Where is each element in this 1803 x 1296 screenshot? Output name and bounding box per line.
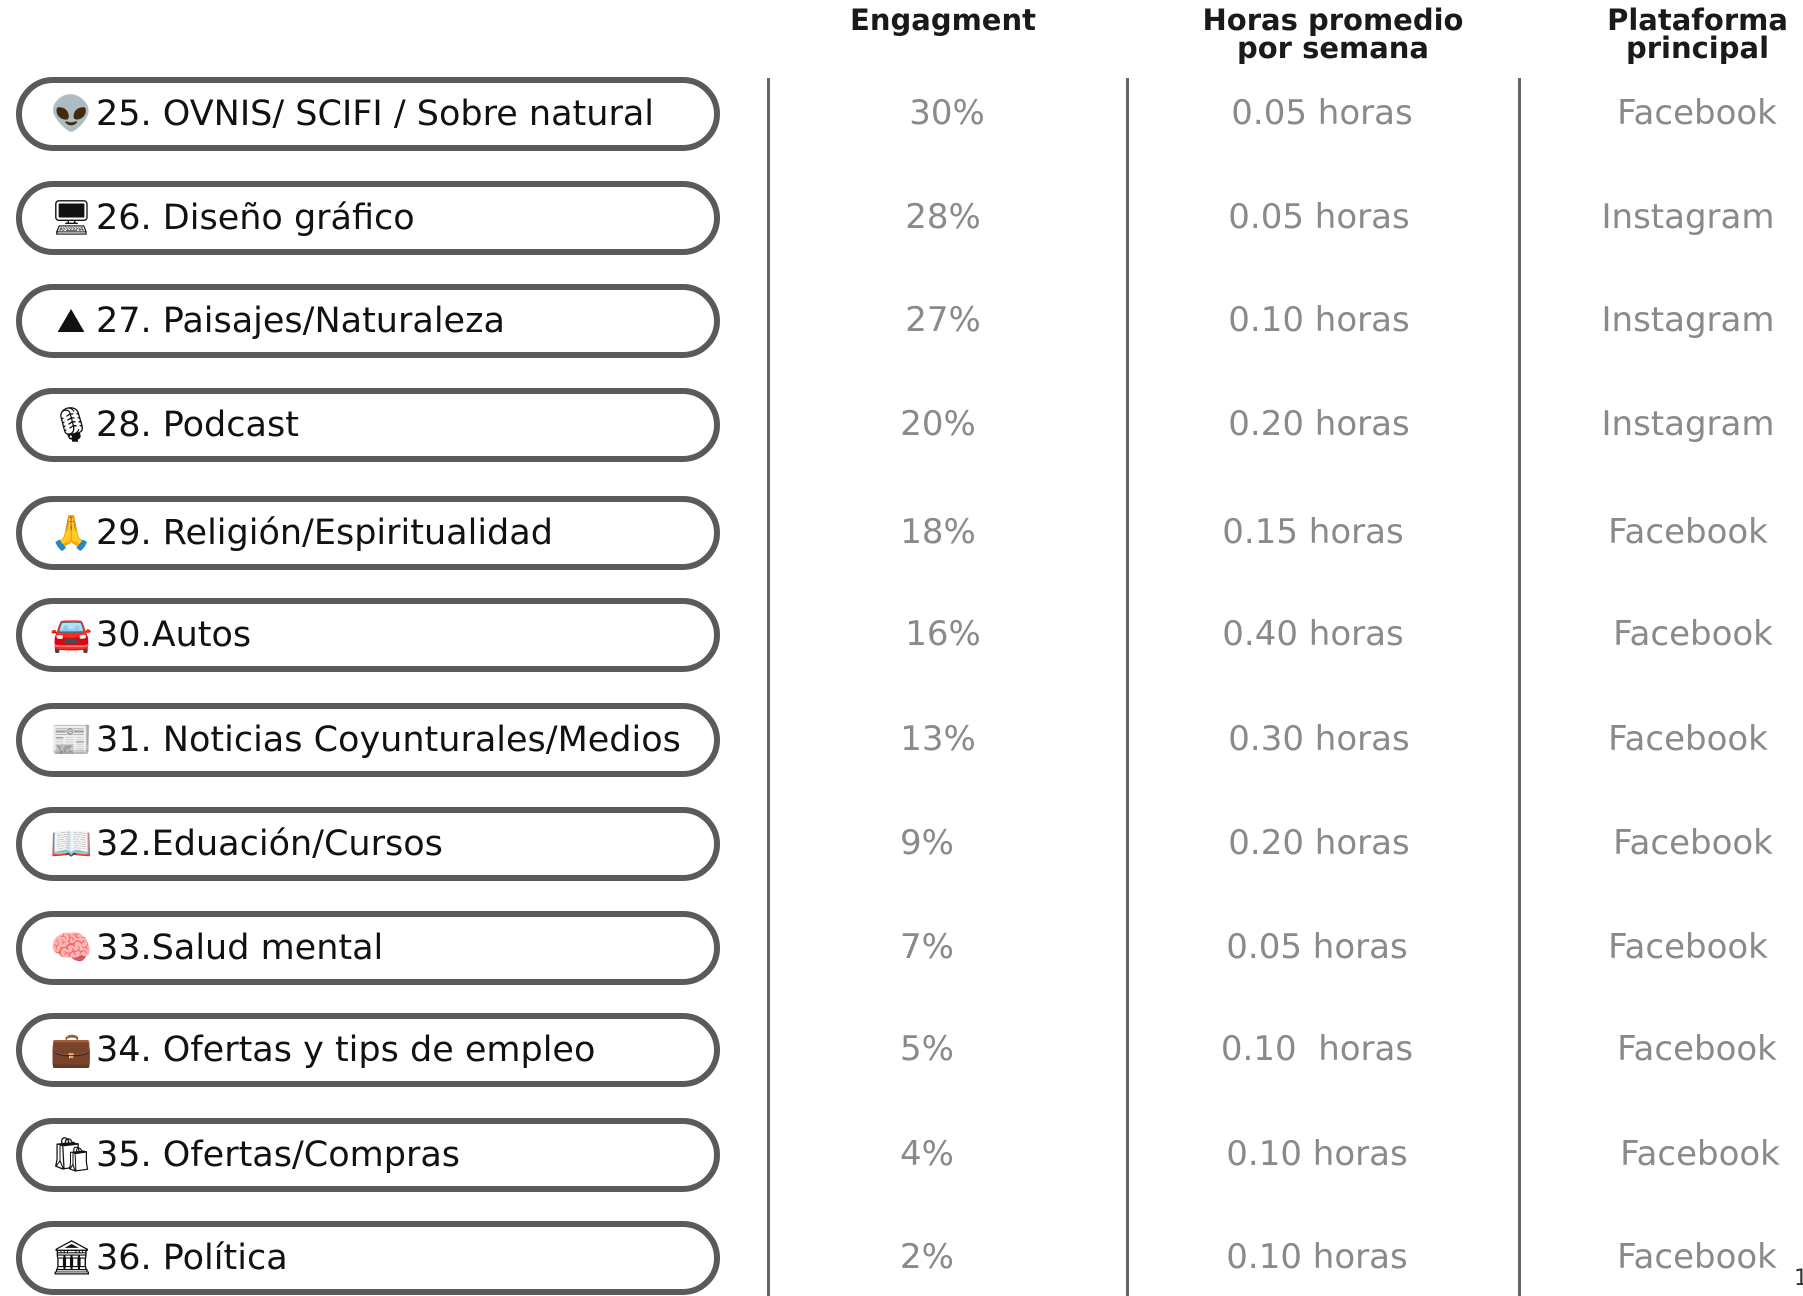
briefcase-icon: 💼	[50, 1030, 93, 1070]
engagement-value: 7%	[900, 927, 954, 967]
hours-value: 0.20 horas	[1228, 823, 1410, 863]
hours-value: 0.20 horas	[1228, 404, 1410, 444]
topic-pill: 📖 32.Eduación/Cursos	[16, 807, 720, 881]
platform-value: Facebook	[1617, 93, 1777, 133]
engagement-value: 18%	[900, 512, 976, 552]
topic-label: 26. Diseño gráfico	[96, 198, 415, 238]
platform-value: Instagram	[1601, 197, 1775, 237]
column-divider	[1518, 78, 1521, 1296]
topic-pill: ⛰ 27. Paisajes/Naturaleza	[16, 284, 720, 358]
hours-value: 0.30 horas	[1228, 719, 1410, 759]
topic-pill: 🙏 29. Religión/Espiritualidad	[16, 496, 720, 570]
topic-pill: 💼 34. Ofertas y tips de empleo	[16, 1013, 720, 1087]
topic-pill: 🖥 26. Diseño gráfico	[16, 181, 720, 255]
platform-value: Facebook	[1613, 823, 1773, 863]
car-icon: 🚘	[50, 615, 93, 655]
mountain-icon: ⛰	[56, 301, 86, 341]
platform-value: Facebook	[1620, 1134, 1780, 1174]
topic-label: 33.Salud mental	[96, 928, 384, 968]
engagement-value: 9%	[900, 823, 954, 863]
hours-value: 0.10 horas	[1226, 1237, 1408, 1277]
topic-label: 25. OVNIS/ SCIFI / Sobre natural	[96, 94, 655, 134]
hours-value: 0.15 horas	[1222, 512, 1404, 552]
praying-hands-icon: 🙏	[50, 513, 93, 553]
engagement-value: 16%	[905, 614, 981, 654]
platform-value: Instagram	[1601, 300, 1775, 340]
classical-building-icon: 🏛	[50, 1238, 94, 1278]
platform-value: Facebook	[1608, 512, 1768, 552]
engagement-value: 2%	[900, 1237, 954, 1277]
topic-label: 36. Política	[96, 1238, 288, 1278]
desktop-icon: 🖥	[50, 198, 94, 238]
topic-label: 30.Autos	[96, 615, 252, 655]
alien-icon: 👽	[50, 94, 93, 134]
book-icon: 📖	[50, 824, 93, 864]
topic-pill: 🚘 30.Autos	[16, 598, 720, 672]
topic-label: 31. Noticias Coyunturales/Medios	[96, 720, 681, 760]
topic-pill: 🎙 28. Podcast	[16, 388, 720, 462]
topic-label: 29. Religión/Espiritualidad	[96, 513, 553, 553]
page-number: 1	[1794, 1266, 1803, 1291]
topic-pill: 👽 25. OVNIS/ SCIFI / Sobre natural	[16, 77, 720, 151]
platform-value: Instagram	[1601, 404, 1775, 444]
platform-value: Facebook	[1617, 1029, 1777, 1069]
newspaper-icon: 📰	[50, 720, 93, 760]
microphone-icon: 🎙	[50, 405, 94, 445]
platform-value: Facebook	[1617, 1237, 1777, 1277]
hours-value: 0.40 horas	[1222, 614, 1404, 654]
engagement-value: 30%	[909, 93, 985, 133]
header-platform: Plataforma principal	[1607, 3, 1788, 65]
brain-icon: 🧠	[50, 928, 93, 968]
topic-pill: 🧠 33.Salud mental	[16, 911, 720, 985]
topic-label: 27. Paisajes/Naturaleza	[96, 301, 505, 341]
column-divider	[767, 78, 770, 1296]
topic-pill: 🛍 35. Ofertas/Compras	[16, 1118, 720, 1192]
column-divider	[1126, 78, 1129, 1296]
shopping-bags-icon: 🛍	[50, 1135, 94, 1175]
header-hours: Horas promedio por semana	[1202, 3, 1464, 65]
hours-value: 0.05 horas	[1231, 93, 1413, 133]
engagement-value: 27%	[905, 300, 981, 340]
topic-label: 35. Ofertas/Compras	[96, 1135, 461, 1175]
hours-value: 0.10 horas	[1226, 1134, 1408, 1174]
engagement-value: 4%	[900, 1134, 954, 1174]
hours-value: 0.10 horas	[1220, 1029, 1414, 1069]
hours-value: 0.05 horas	[1228, 197, 1410, 237]
engagement-value: 28%	[905, 197, 981, 237]
platform-value: Facebook	[1608, 719, 1768, 759]
header-engagement: Engagment	[850, 3, 1036, 37]
hours-value: 0.10 horas	[1228, 300, 1410, 340]
platform-value: Facebook	[1608, 927, 1768, 967]
topic-label: 28. Podcast	[96, 405, 299, 445]
hours-value: 0.05 horas	[1226, 927, 1408, 967]
platform-value: Facebook	[1613, 614, 1773, 654]
engagement-value: 5%	[900, 1029, 954, 1069]
topic-label: 34. Ofertas y tips de empleo	[96, 1030, 596, 1070]
engagement-value: 13%	[900, 719, 976, 759]
topic-label: 32.Eduación/Cursos	[96, 824, 443, 864]
topic-pill: 📰 31. Noticias Coyunturales/Medios	[16, 703, 720, 777]
engagement-value: 20%	[900, 404, 976, 444]
topic-pill: 🏛 36. Política	[16, 1221, 720, 1295]
